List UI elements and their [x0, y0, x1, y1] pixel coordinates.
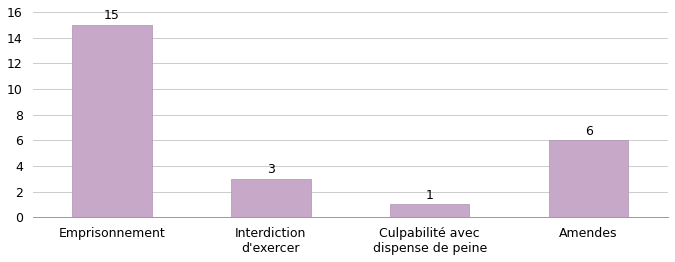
Bar: [390, 205, 469, 217]
Text: 3: 3: [267, 163, 275, 176]
Bar: [231, 179, 310, 217]
Text: 6: 6: [585, 125, 593, 138]
Bar: [549, 140, 628, 217]
Text: 15: 15: [104, 9, 120, 22]
Bar: [72, 25, 152, 217]
Text: 1: 1: [426, 189, 433, 202]
